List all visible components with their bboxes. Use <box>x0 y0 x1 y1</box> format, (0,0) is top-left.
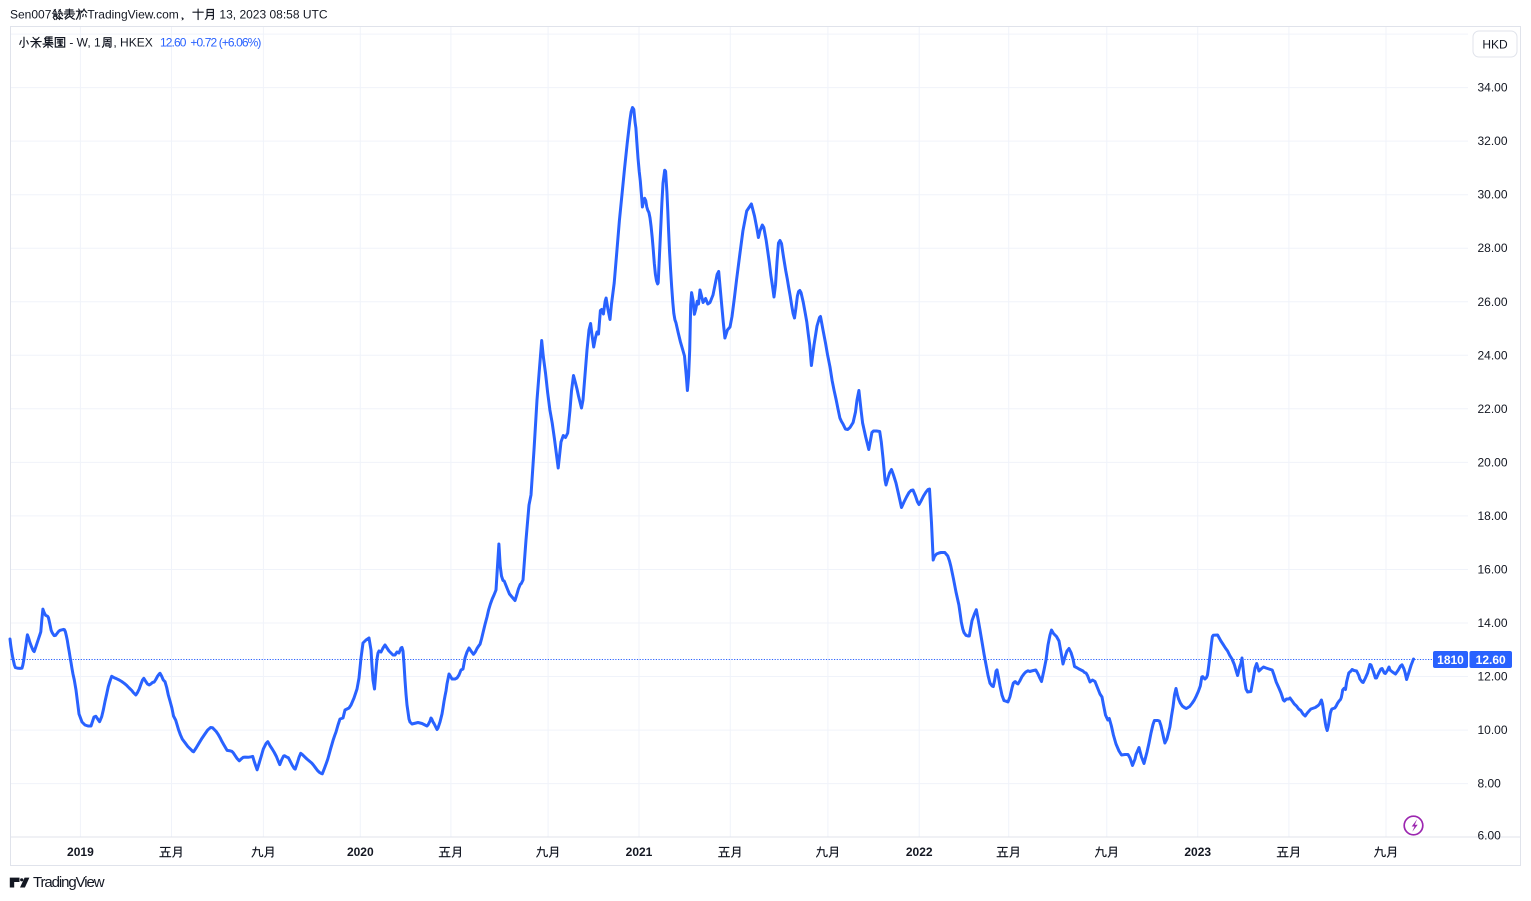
svg-text:2023: 2023 <box>1184 845 1211 859</box>
svg-text:22.00: 22.00 <box>1478 402 1508 416</box>
svg-text:14.00: 14.00 <box>1478 616 1508 630</box>
svg-text:2020: 2020 <box>347 845 374 859</box>
svg-text:28.00: 28.00 <box>1478 241 1508 255</box>
svg-text:8.00: 8.00 <box>1478 777 1502 791</box>
svg-text:24.00: 24.00 <box>1478 348 1508 362</box>
svg-text:TradingView.com: TradingView.com <box>87 7 178 21</box>
svg-text:TradingView: TradingView <box>33 874 105 891</box>
svg-text:12.60: 12.60 <box>1476 653 1506 667</box>
svg-text:13, 2023 08:58 UTC: 13, 2023 08:58 UTC <box>216 7 328 21</box>
svg-text:18.00: 18.00 <box>1478 509 1508 523</box>
svg-text:12.60 +0.72 (+6.06%): 12.60 +0.72 (+6.06%) <box>160 35 261 49</box>
svg-text:34.00: 34.00 <box>1478 81 1508 95</box>
svg-text:2022: 2022 <box>906 845 933 859</box>
svg-text:16.00: 16.00 <box>1478 563 1508 577</box>
svg-text:32.00: 32.00 <box>1478 134 1508 148</box>
svg-text:6.00: 6.00 <box>1478 829 1502 843</box>
svg-text:26.00: 26.00 <box>1478 295 1508 309</box>
svg-text:HKD: HKD <box>1482 38 1508 52</box>
svg-text:Sen007: Sen007 <box>10 7 52 21</box>
svg-text:2021: 2021 <box>626 845 653 859</box>
svg-text:2019: 2019 <box>67 845 94 859</box>
svg-text:, HKEX: , HKEX <box>113 35 152 49</box>
svg-text:10.00: 10.00 <box>1478 723 1508 737</box>
svg-text:12.00: 12.00 <box>1478 670 1508 684</box>
svg-text:- W, 1: - W, 1 <box>66 35 101 49</box>
svg-text:30.00: 30.00 <box>1478 188 1508 202</box>
svg-text:1810: 1810 <box>1437 653 1464 667</box>
svg-text:20.00: 20.00 <box>1478 455 1508 469</box>
